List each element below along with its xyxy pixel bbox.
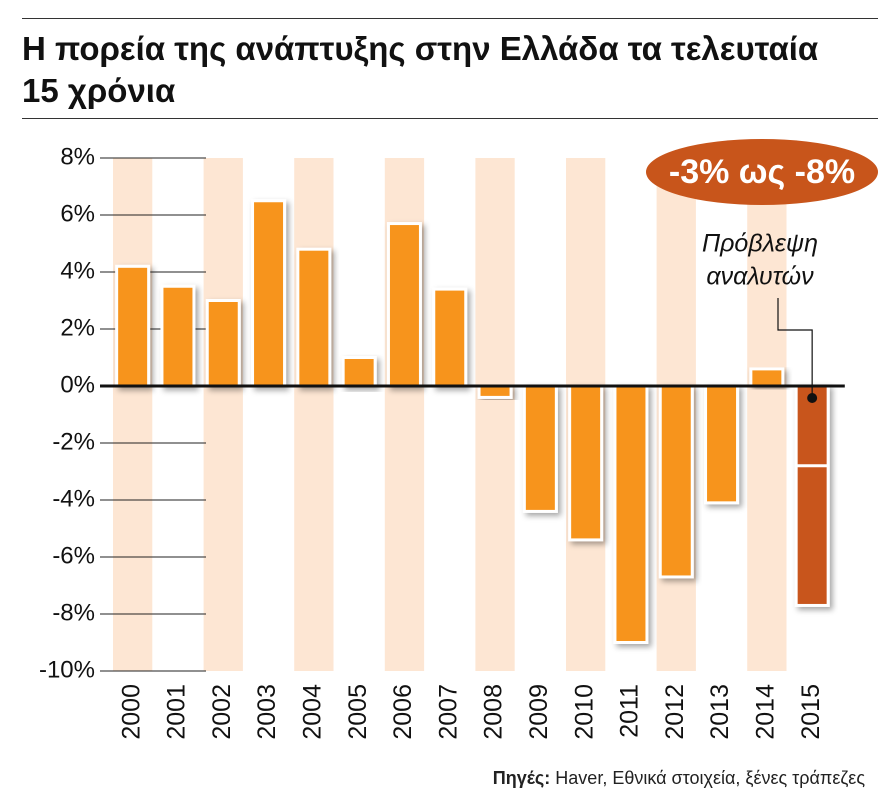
bar [341, 356, 377, 388]
x-tick-label: 2001 [163, 684, 191, 740]
x-tick-label: 2011 [616, 684, 644, 738]
bar [205, 299, 241, 388]
x-tick-label: 2009 [525, 684, 553, 740]
x-tick-label: 2014 [751, 684, 779, 740]
x-tick-label: 2003 [253, 684, 281, 740]
top-rule [22, 18, 878, 19]
bar [749, 367, 785, 388]
bar [568, 384, 604, 542]
y-tick-label: 4% [60, 257, 95, 284]
y-tick-label: -6% [52, 542, 95, 569]
bar [115, 264, 151, 388]
x-tick-label: 2006 [389, 684, 417, 740]
bar [432, 287, 468, 388]
leader-line [777, 298, 813, 398]
y-tick-label: -10% [39, 656, 95, 683]
bar [658, 384, 694, 579]
y-tick-label: 8% [60, 143, 95, 170]
annotation: αναλυτών [706, 263, 814, 291]
x-tick-label: 2010 [570, 684, 598, 740]
source: Πηγές: Haver, Εθνικά στοιχεία, ξένες τρά… [493, 768, 865, 789]
column-band [747, 158, 787, 671]
x-tick-label: 2012 [661, 684, 689, 740]
bar [160, 284, 196, 388]
x-tick-label: 2004 [298, 684, 326, 740]
y-tick-label: -4% [52, 485, 95, 512]
x-tick-label: 2005 [344, 684, 372, 740]
source-label: Πηγές: [492, 768, 551, 788]
column-band [294, 158, 334, 671]
annotation: Πρόβλεψη [702, 230, 818, 258]
forecast-badge: -3% ως -8% [669, 153, 855, 191]
x-tick-label: 2007 [434, 684, 462, 740]
bar [477, 384, 513, 399]
bar [522, 384, 558, 513]
x-tick-label: 2013 [706, 684, 734, 740]
y-tick-label: -2% [52, 428, 95, 455]
column-band [203, 158, 243, 671]
title-rule [22, 118, 878, 119]
forecast-bar [794, 384, 830, 607]
bar [613, 384, 649, 644]
x-tick-label: 2015 [797, 684, 825, 740]
x-tick-label: 2000 [117, 684, 145, 740]
x-tick-label: 2002 [208, 684, 236, 740]
column-band [113, 158, 153, 671]
bar [386, 222, 422, 388]
y-tick-label: 2% [60, 314, 95, 341]
y-tick-label: 0% [60, 371, 95, 398]
bar [251, 199, 287, 388]
bar [296, 247, 332, 388]
bar [704, 384, 740, 505]
forecast-badge-bg [646, 139, 878, 205]
y-tick-label: -8% [52, 599, 95, 626]
chart-title: Η πορεία της ανάπτυξης στην Ελλάδα τα τε… [22, 30, 819, 109]
column-band [475, 158, 515, 671]
y-tick-label: 6% [60, 200, 95, 227]
source-text: Haver, Εθνικά στοιχεία, ξένες τράπεζες [555, 768, 865, 788]
leader-dot [807, 393, 818, 403]
x-tick-label: 2008 [480, 684, 508, 740]
